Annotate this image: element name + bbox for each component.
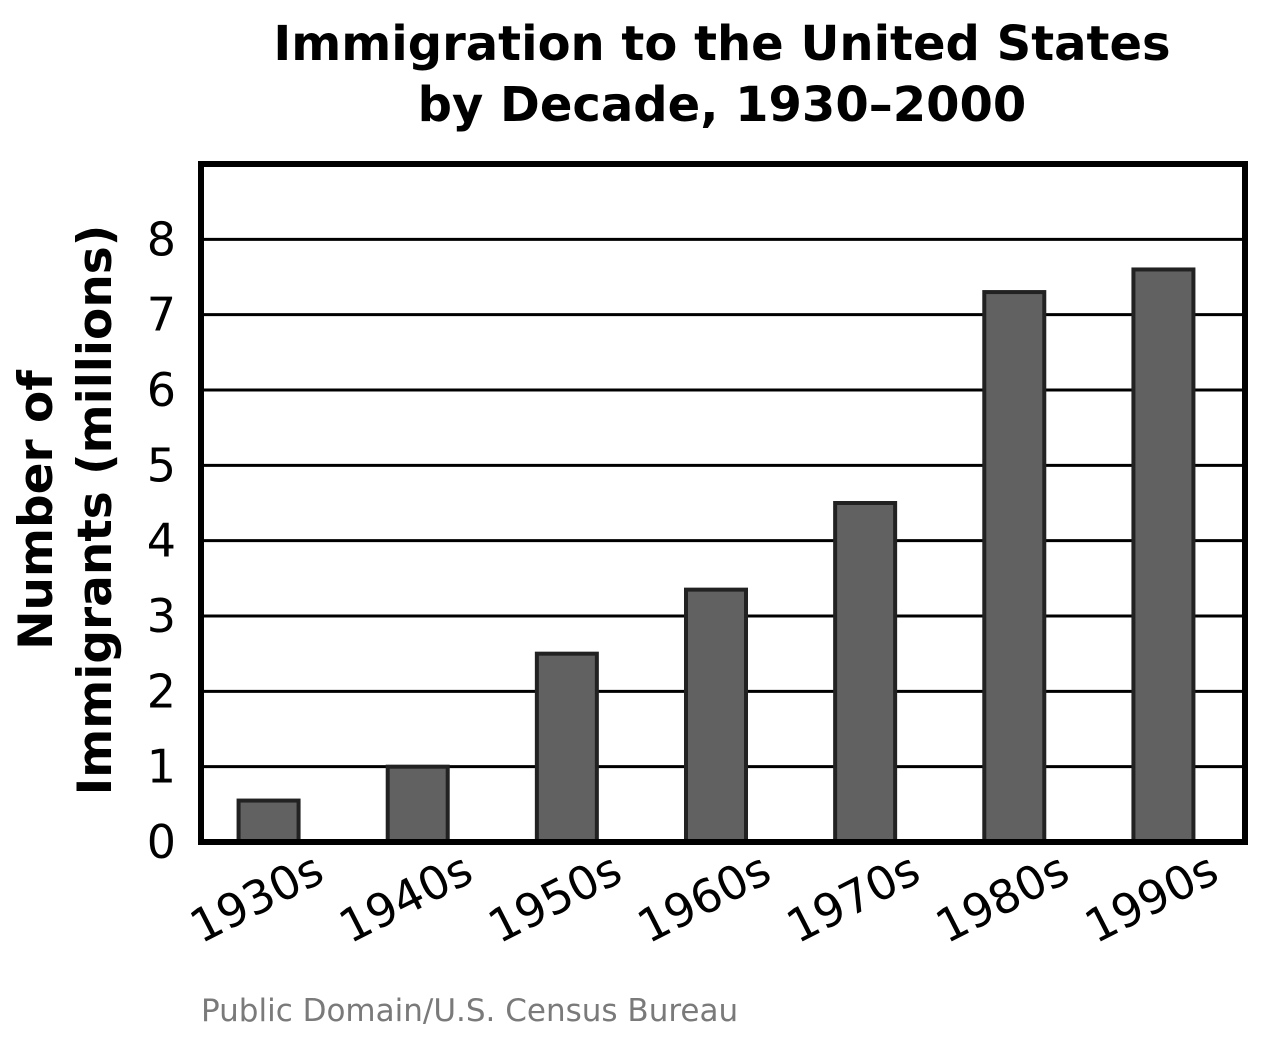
y-tick-label: 4 xyxy=(147,514,176,568)
x-tick-label: 1980s xyxy=(927,842,1077,954)
y-axis-label: Number of Immigrants (millions) xyxy=(9,225,123,795)
bar-1940s xyxy=(385,764,450,845)
y-axis-ticks: 0 1 2 3 4 5 6 7 8 xyxy=(147,212,176,869)
bar-1930s xyxy=(236,798,301,844)
source-credit: Public Domain/U.S. Census Bureau xyxy=(201,993,738,1029)
x-tick-label: 1990s xyxy=(1076,842,1226,954)
plot-frame xyxy=(198,161,1248,845)
x-tick-label: 1930s xyxy=(181,842,331,954)
bar-1980s xyxy=(982,290,1047,845)
chart-title-line-2: by Decade, 1930–2000 xyxy=(418,77,1027,133)
y-tick-label: 8 xyxy=(147,212,176,266)
y-tick-label: 7 xyxy=(147,288,176,342)
bar-1950s xyxy=(534,651,599,845)
y-tick-label: 6 xyxy=(147,363,176,417)
y-tick-label: 1 xyxy=(147,740,176,794)
x-tick-label: 1950s xyxy=(480,842,630,954)
bars xyxy=(236,267,1196,845)
bar-1970s xyxy=(833,501,898,844)
x-tick-label: 1940s xyxy=(331,842,481,954)
y-tick-label: 0 xyxy=(147,815,176,869)
y-tick-label: 3 xyxy=(147,589,176,643)
bar-1960s xyxy=(684,587,748,845)
y-axis-label-line-1: Number of xyxy=(9,370,64,650)
y-tick-label: 2 xyxy=(147,664,176,718)
x-tick-label: 1960s xyxy=(629,842,779,954)
x-tick-label: 1970s xyxy=(778,842,928,954)
y-tick-label: 5 xyxy=(147,438,176,492)
bar-1990s xyxy=(1131,267,1196,844)
chart-title-line-1: Immigration to the United States xyxy=(273,16,1170,72)
y-axis-label-line-2: Immigrants (millions) xyxy=(68,225,123,795)
